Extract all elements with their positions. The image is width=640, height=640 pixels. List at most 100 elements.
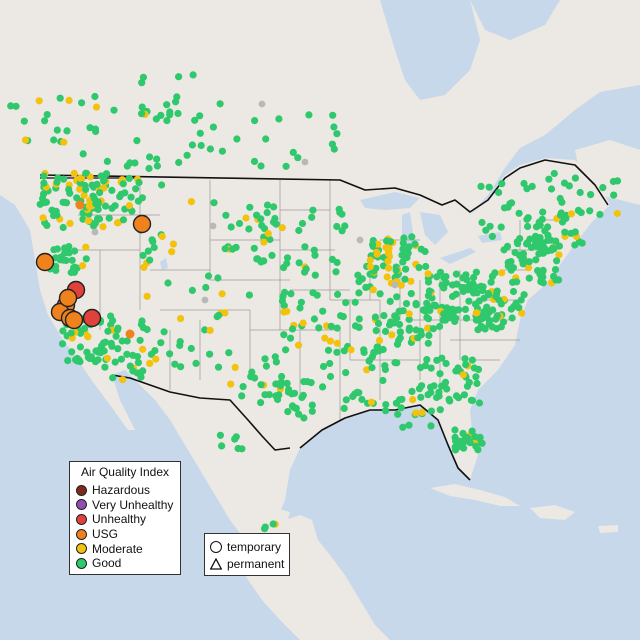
good-station-marker[interactable] — [342, 299, 350, 307]
good-station-marker[interactable] — [157, 111, 165, 119]
moderate-station-marker[interactable] — [388, 331, 396, 339]
good-station-marker[interactable] — [183, 151, 191, 159]
good-station-marker[interactable] — [414, 334, 422, 342]
good-station-marker[interactable] — [288, 402, 297, 410]
good-station-marker[interactable] — [408, 387, 416, 395]
good-station-marker[interactable] — [349, 392, 357, 401]
moderate-station-marker[interactable] — [459, 371, 467, 379]
good-station-marker[interactable] — [135, 178, 143, 187]
moderate-station-marker[interactable] — [260, 238, 268, 246]
good-station-marker[interactable] — [341, 222, 349, 230]
good-station-marker[interactable] — [133, 353, 142, 361]
good-station-marker[interactable] — [175, 158, 183, 167]
good-station-marker[interactable] — [381, 327, 390, 335]
good-station-marker[interactable] — [112, 332, 120, 340]
good-station-marker[interactable] — [355, 315, 363, 323]
good-station-marker[interactable] — [298, 219, 307, 228]
good-station-marker[interactable] — [295, 410, 303, 418]
usg-station-marker[interactable] — [58, 288, 78, 308]
good-station-marker[interactable] — [396, 328, 404, 336]
good-station-marker[interactable] — [234, 444, 242, 453]
moderate-station-marker[interactable] — [326, 337, 334, 345]
highlighted-stations[interactable] — [35, 200, 152, 339]
moderate-station-marker[interactable] — [373, 250, 381, 258]
good-station-marker[interactable] — [421, 247, 429, 256]
good-station-marker[interactable] — [392, 266, 400, 274]
moderate-station-marker[interactable] — [21, 136, 30, 144]
good-station-marker[interactable] — [558, 198, 566, 206]
good-station-marker[interactable] — [67, 268, 75, 277]
good-station-marker[interactable] — [196, 112, 204, 120]
good-station-marker[interactable] — [488, 323, 496, 331]
good-station-marker[interactable] — [340, 347, 348, 355]
good-station-marker[interactable] — [308, 407, 316, 415]
good-station-marker[interactable] — [238, 392, 246, 400]
moderate-station-marker[interactable] — [39, 214, 47, 222]
good-station-marker[interactable] — [520, 291, 528, 299]
good-station-marker[interactable] — [334, 290, 342, 298]
good-station-marker[interactable] — [380, 312, 388, 320]
good-station-marker[interactable] — [269, 520, 277, 528]
good-station-marker[interactable] — [68, 348, 76, 356]
moderate-station-marker[interactable] — [187, 198, 195, 206]
good-station-marker[interactable] — [88, 181, 96, 189]
good-station-marker[interactable] — [261, 355, 269, 363]
moderate-station-marker[interactable] — [472, 309, 480, 317]
good-station-marker[interactable] — [134, 359, 142, 367]
good-station-marker[interactable] — [394, 410, 402, 418]
good-station-marker[interactable] — [460, 438, 468, 446]
good-station-marker[interactable] — [393, 359, 401, 367]
good-station-marker[interactable] — [247, 373, 255, 381]
good-station-marker[interactable] — [424, 278, 433, 286]
good-station-marker[interactable] — [355, 289, 363, 297]
good-station-marker[interactable] — [465, 282, 473, 290]
good-station-marker[interactable] — [284, 408, 292, 416]
good-station-marker[interactable] — [302, 265, 310, 273]
good-station-marker[interactable] — [53, 126, 61, 134]
good-station-marker[interactable] — [131, 159, 139, 167]
good-station-marker[interactable] — [423, 299, 431, 307]
good-station-marker[interactable] — [412, 299, 420, 308]
good-station-marker[interactable] — [535, 239, 543, 247]
good-station-marker[interactable] — [561, 228, 569, 236]
good-station-marker[interactable] — [119, 216, 128, 224]
good-station-marker[interactable] — [216, 431, 224, 439]
good-station-marker[interactable] — [503, 242, 512, 250]
good-station-marker[interactable] — [333, 348, 341, 356]
moderate-station-marker[interactable] — [103, 354, 111, 362]
good-station-marker[interactable] — [578, 239, 586, 247]
good-station-marker[interactable] — [271, 214, 279, 223]
moderate-station-marker[interactable] — [70, 169, 78, 177]
good-station-marker[interactable] — [73, 194, 81, 202]
good-station-marker[interactable] — [555, 242, 564, 250]
good-station-marker[interactable] — [214, 274, 222, 282]
good-station-marker[interactable] — [517, 296, 525, 304]
usg-station-marker[interactable] — [35, 252, 55, 272]
good-station-marker[interactable] — [188, 286, 196, 294]
good-station-marker[interactable] — [96, 189, 104, 197]
good-station-marker[interactable] — [308, 401, 316, 409]
good-station-marker[interactable] — [452, 270, 460, 278]
good-station-marker[interactable] — [451, 426, 459, 434]
good-station-marker[interactable] — [78, 99, 86, 107]
good-station-marker[interactable] — [111, 202, 119, 210]
moderate-station-marker[interactable] — [418, 408, 426, 416]
good-station-marker[interactable] — [319, 362, 328, 371]
good-station-marker[interactable] — [475, 399, 484, 407]
good-station-marker[interactable] — [56, 94, 64, 102]
good-station-marker[interactable] — [281, 288, 289, 296]
good-station-marker[interactable] — [405, 326, 413, 334]
good-station-marker[interactable] — [459, 274, 467, 282]
good-station-marker[interactable] — [277, 382, 285, 390]
good-station-marker[interactable] — [524, 214, 532, 222]
good-station-marker[interactable] — [225, 349, 233, 357]
moderate-station-marker[interactable] — [76, 174, 84, 182]
good-station-marker[interactable] — [263, 201, 272, 209]
good-station-marker[interactable] — [309, 206, 317, 214]
good-station-marker[interactable] — [355, 278, 363, 286]
good-station-marker[interactable] — [405, 243, 413, 251]
moderate-station-marker[interactable] — [374, 240, 382, 248]
good-station-marker[interactable] — [61, 244, 69, 252]
good-station-marker[interactable] — [523, 185, 531, 193]
good-station-marker[interactable] — [138, 103, 146, 111]
